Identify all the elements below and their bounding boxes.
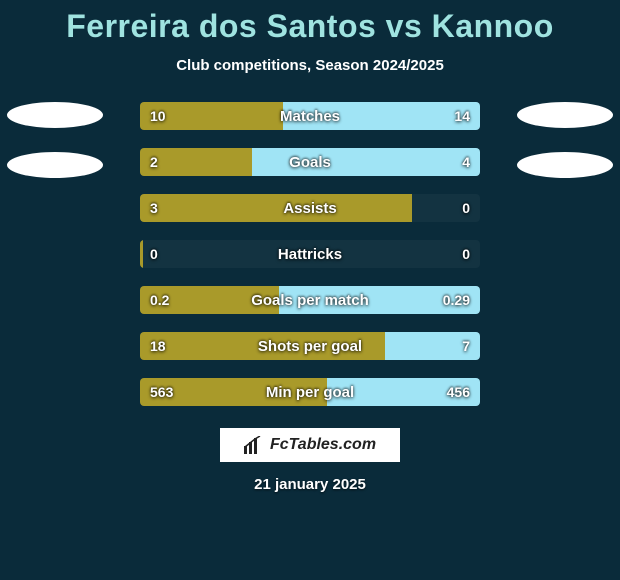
chart-icon	[244, 436, 264, 454]
bar-track	[140, 378, 480, 406]
bar-fill-left	[140, 378, 327, 406]
bar-track	[140, 286, 480, 314]
content-root: Ferreira dos Santos vs Kannoo Club compe…	[0, 0, 620, 580]
bar-fill-left	[140, 102, 283, 130]
bar-fill-right	[327, 378, 480, 406]
bar-fill-left	[140, 194, 412, 222]
stat-row: Goals per match0.20.29	[140, 286, 480, 314]
page-title: Ferreira dos Santos vs Kannoo	[66, 8, 554, 45]
bar-fill-left	[140, 148, 252, 176]
bar-fill-right	[385, 332, 480, 360]
bar-track	[140, 240, 480, 268]
bar-fill-left	[140, 240, 143, 268]
bar-track	[140, 332, 480, 360]
player-ellipse	[7, 102, 103, 128]
stat-row: Matches1014	[140, 102, 480, 130]
date-text: 21 january 2025	[254, 476, 366, 493]
left-player-marks	[0, 102, 110, 178]
bar-fill-right	[279, 286, 480, 314]
chart-area: Matches1014 Goals24 Assists30 Hattricks00 Go…	[0, 102, 620, 406]
player-ellipse	[7, 152, 103, 178]
stat-row: Hattricks00	[140, 240, 480, 268]
bar-fill-left	[140, 286, 279, 314]
subtitle: Club competitions, Season 2024/2025	[176, 57, 444, 74]
stat-row: Shots per goal187	[140, 332, 480, 360]
watermark-text: FcTables.com	[270, 436, 376, 454]
stat-row: Assists30	[140, 194, 480, 222]
watermark: FcTables.com	[220, 428, 400, 462]
bar-track	[140, 148, 480, 176]
stat-row: Goals24	[140, 148, 480, 176]
right-player-marks	[510, 102, 620, 178]
stat-bars: Matches1014 Goals24 Assists30 Hattricks00 Go…	[140, 102, 480, 406]
player-ellipse	[517, 102, 613, 128]
bar-track	[140, 194, 480, 222]
stat-row: Min per goal563456	[140, 378, 480, 406]
bar-fill-left	[140, 332, 385, 360]
bar-track	[140, 102, 480, 130]
bar-fill-right	[283, 102, 480, 130]
player-ellipse	[517, 152, 613, 178]
bar-fill-right	[252, 148, 480, 176]
